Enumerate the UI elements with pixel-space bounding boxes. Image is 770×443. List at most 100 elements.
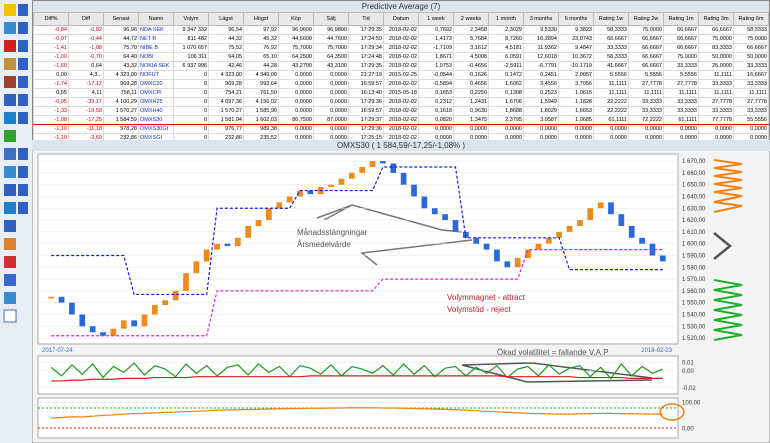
- annotation: Volymstöd - reject: [447, 305, 511, 314]
- line: [51, 248, 663, 337]
- cell: 0,2451: [523, 70, 559, 80]
- cell: 75,52: [208, 43, 244, 53]
- candle: [483, 243, 490, 250]
- table-row[interactable]: -1,08 -17,25 1 584,59 OMXS30 0 1 581,04 1 602,…: [33, 115, 769, 125]
- table-window: Predictive Average (7) Diff% Diff Senast Na…: [32, 0, 770, 143]
- cell: -1,60: [33, 61, 69, 71]
- cell: -2,5911: [488, 61, 524, 71]
- annotation: Årsmedelvärde: [297, 240, 351, 249]
- cell: 42,46: [208, 61, 244, 71]
- line: [50, 362, 664, 380]
- cell: 9,3823: [558, 25, 594, 35]
- cell: 33,3333: [733, 79, 769, 89]
- candle: [494, 249, 500, 262]
- cell: 22,2222: [593, 106, 629, 116]
- cell: 1 585,90: [243, 106, 279, 116]
- cell: 87,0000: [313, 115, 349, 125]
- cell: NOBI: [138, 52, 174, 62]
- table-row[interactable]: -0,97 -0,44 44,72 NET B 811 482 44,32 45,32 44,…: [33, 34, 769, 44]
- candle: [266, 208, 272, 221]
- column-header: 2 weeks: [453, 12, 489, 26]
- column-header: Diff: [68, 12, 104, 26]
- cell: 61,1111: [593, 115, 629, 125]
- cell: 2018-02-02: [383, 61, 419, 71]
- cell: 66,6667: [628, 34, 664, 44]
- table-row[interactable]: -1,00 -0,70 64,40 NOBI 106 311 64,05 65,10 64,2…: [33, 52, 769, 62]
- cell: 96,96: [103, 25, 139, 35]
- cell: 16:59:57: [348, 106, 384, 116]
- y-tick-label: 1 540,00: [682, 312, 706, 318]
- cell: 64,05: [208, 52, 244, 62]
- cell: 66,6667: [663, 25, 699, 35]
- cell: 66,6667: [593, 34, 629, 44]
- column-header: 1 month: [488, 12, 524, 26]
- cell: 0,0000: [593, 124, 629, 134]
- cell: 811 482: [173, 34, 209, 44]
- cell: 4 323,00: [208, 70, 244, 80]
- cell: 64,3500: [313, 52, 349, 62]
- cell: 2018-02-02: [383, 25, 419, 35]
- cell: 2015-02-25: [383, 70, 419, 80]
- cell: 97,92: [243, 25, 279, 35]
- cell: 75,0000: [733, 34, 769, 44]
- cell: 17:29:34: [348, 43, 384, 53]
- cell: 0: [173, 106, 209, 116]
- cell: -17,25: [68, 115, 104, 125]
- cell: 27,7778: [663, 79, 699, 89]
- cell: 0,0000: [313, 79, 349, 89]
- y-tick-label: 0,00: [682, 426, 694, 432]
- window-title: Predictive Average (7): [33, 1, 769, 12]
- cell: 0,1653: [418, 88, 454, 98]
- table-row[interactable]: -1,10 -11,18 978,28 OMXS30GI 0 976,77 989,38 0,…: [33, 124, 769, 134]
- cell: -0,0544: [418, 70, 454, 80]
- candle: [255, 220, 262, 226]
- line: [51, 375, 663, 382]
- cell: 11,1111: [593, 88, 629, 98]
- cell: 11,1111: [593, 79, 629, 89]
- cell: -1,74: [33, 79, 69, 89]
- cell: 4 156,02: [243, 97, 279, 107]
- cell: 1,2431: [453, 97, 489, 107]
- cell: 75,0000: [663, 52, 699, 62]
- cell: 0,0000: [313, 106, 349, 116]
- cell: -1,00: [33, 52, 69, 62]
- cell: 66,6667: [628, 52, 664, 62]
- column-header: Rating 1w: [593, 12, 629, 26]
- cell: 989,38: [243, 124, 279, 134]
- y-tick-label: -0,02: [682, 386, 696, 392]
- cell: 33,3333: [628, 106, 664, 116]
- y-tick-label: 1 550,00: [682, 301, 706, 307]
- cell: 21:27:19: [348, 70, 384, 80]
- cell: 0,0000: [313, 70, 349, 80]
- chart-window: OMXS30 ( 1 584,59/-17,25/-1,08% ) 1 520,…: [32, 140, 770, 443]
- cell: 66,6667: [663, 34, 699, 44]
- column-header: Tid: [348, 12, 384, 26]
- cell: 0,0000: [523, 124, 559, 134]
- candle: [276, 202, 283, 209]
- table-row[interactable]: -0,95 -39,17 4 100,29 OMXH25 0 4 097,36 4 156,…: [33, 97, 769, 107]
- column-header: 1 week: [418, 12, 454, 26]
- table-row[interactable]: -1,33 -19,58 1 570,27 OMXH40 0 1 570,27 1 585,…: [33, 106, 769, 116]
- cell: 4 100,29: [103, 97, 139, 107]
- table-row[interactable]: 0,55 4,11 758,11 OMXCPI 0 754,21 761,50 0,0000 0…: [33, 88, 769, 98]
- table-row[interactable]: 0,00 4,3... 4 323,00 NOFUT 0 4 323,00 4 349,00…: [33, 70, 769, 80]
- cell: NIBE B: [138, 43, 174, 53]
- table-row[interactable]: -1,10 -3,60 232,86 OMXSGI 0 232,86 235,52 0,000…: [33, 133, 769, 143]
- cell: 12,6018: [523, 52, 559, 62]
- cell: 17:29:35: [348, 61, 384, 71]
- candle: [69, 302, 75, 315]
- line: [51, 407, 663, 419]
- candle: [307, 190, 314, 195]
- table-row[interactable]: -1,74 -17,12 969,28 OMXC20 0 969,28 993,64 0,00…: [33, 79, 769, 89]
- candle: [245, 225, 252, 238]
- candle: [411, 184, 417, 197]
- cell: 75,7000: [313, 43, 349, 53]
- column-header: Senast: [103, 12, 139, 26]
- column-header: Rating 6m: [733, 12, 769, 26]
- candle: [452, 220, 459, 232]
- candle: [224, 243, 231, 247]
- table-row[interactable]: -0,84 -0,82 96,96 NDA SEK 9 347 332 96,54 97,9…: [33, 25, 769, 35]
- cell: 17:24:50: [348, 34, 384, 44]
- table-row[interactable]: -1,60 0,64 43,32 NOKIA SEK 6 937 996 42,46 44,…: [33, 61, 769, 71]
